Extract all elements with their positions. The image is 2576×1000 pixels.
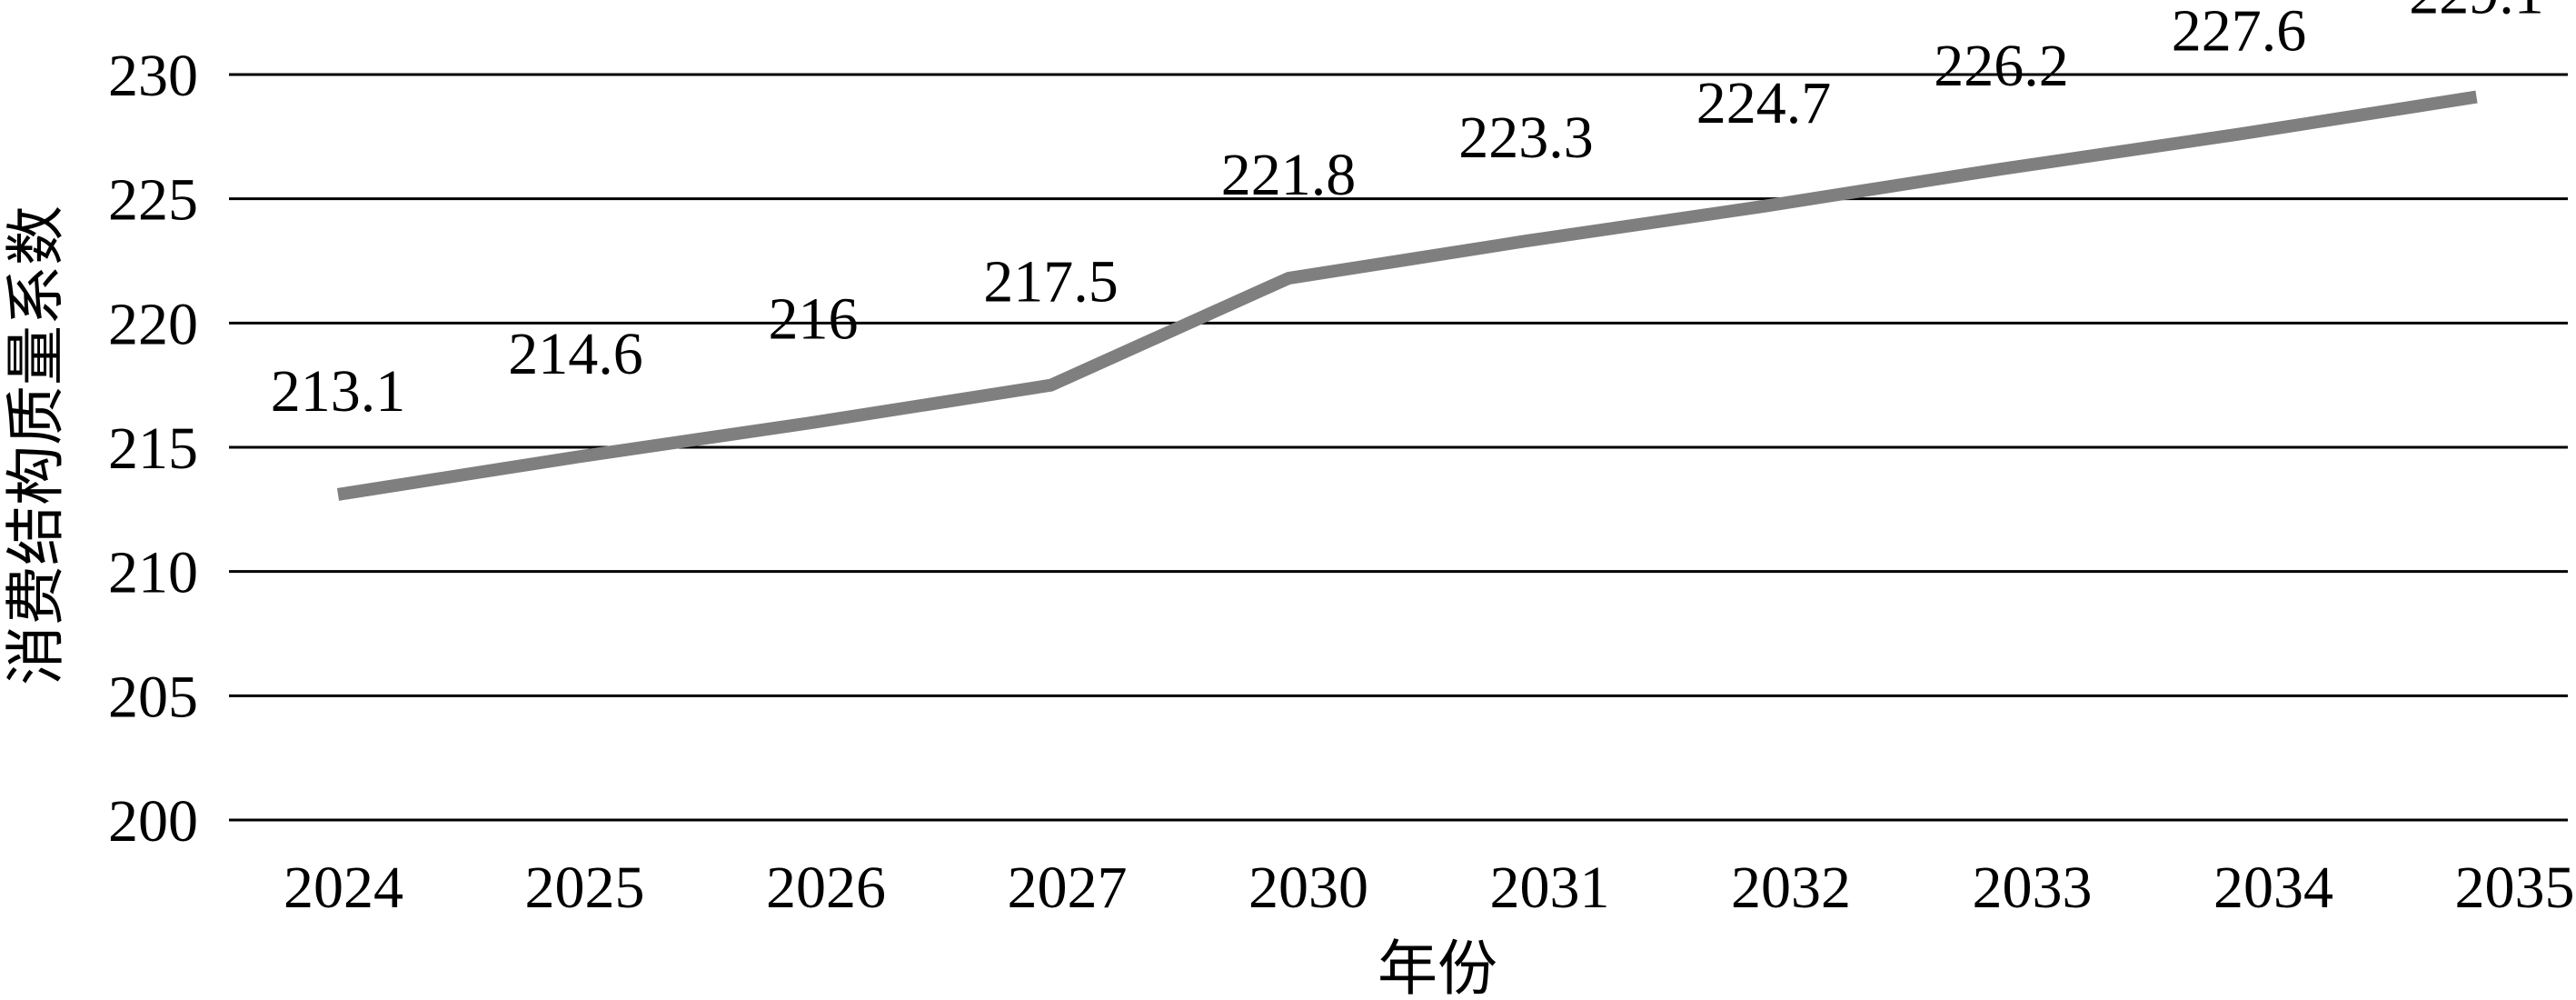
- x-tick-label: 2033: [1973, 855, 2093, 921]
- x-axis-title: 年份: [1378, 936, 1497, 1000]
- y-tick-label: 220: [108, 291, 198, 357]
- x-tick-label: 2027: [1008, 855, 1128, 921]
- data-label: 227.6: [2172, 0, 2307, 65]
- series-line: [336, 90, 2478, 501]
- data-label: 226.2: [1934, 33, 2069, 99]
- gridlines: [229, 73, 2568, 822]
- y-tick-label: 200: [108, 788, 198, 855]
- x-tick-label: 2032: [1731, 855, 1851, 921]
- data-label: 216: [769, 286, 859, 353]
- data-label: 213.1: [271, 358, 406, 425]
- y-tick-label: 230: [108, 43, 198, 109]
- data-labels: 213.1 214.6 216 217.5 221.8 223.3 224.7 226.2 22…: [271, 0, 2544, 425]
- y-tick-label: 215: [108, 415, 198, 482]
- x-tick-label: 2031: [1490, 855, 1610, 921]
- x-tick-label: 2034: [2213, 855, 2333, 921]
- x-tick-label: 2025: [525, 855, 645, 921]
- y-axis-title: 消费结构质量系数: [4, 205, 70, 685]
- y-axis-ticks: 200 205 210 215 220 225 230: [108, 43, 198, 855]
- x-tick-label: 2035: [2455, 855, 2575, 921]
- x-tick-label: 2026: [766, 855, 886, 921]
- data-label: 217.5: [983, 249, 1119, 315]
- y-tick-label: 205: [108, 664, 198, 730]
- data-label: 229.1: [2409, 0, 2544, 27]
- x-axis-ticks: 2024 2025 2026 2027 2030 2031 2032 2033 2034 2035: [283, 855, 2575, 921]
- data-label: 223.3: [1458, 105, 1594, 171]
- data-label: 224.7: [1696, 70, 1832, 136]
- y-tick-label: 210: [108, 540, 198, 606]
- data-label: 221.8: [1221, 142, 1357, 208]
- y-tick-label: 225: [108, 167, 198, 234]
- data-label: 214.6: [508, 321, 643, 387]
- x-tick-label: 2024: [283, 855, 403, 921]
- x-tick-label: 2030: [1248, 855, 1368, 921]
